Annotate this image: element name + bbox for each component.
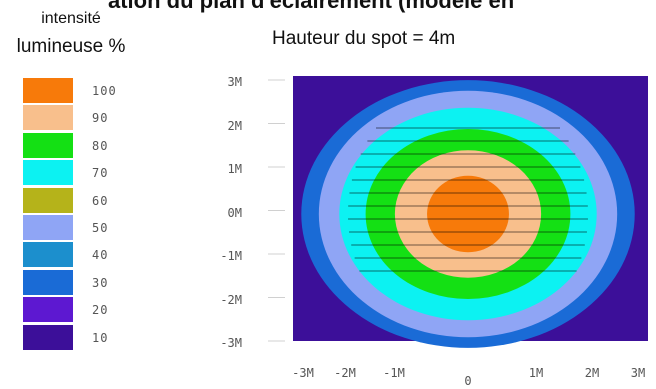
legend-value-60: 60 <box>92 193 109 208</box>
grid-lines <box>348 127 588 272</box>
legend-swatch-50 <box>23 215 73 240</box>
contour-level-100 <box>427 175 509 253</box>
legend-value-20: 20 <box>92 303 109 318</box>
legend-swatch-10 <box>23 324 73 350</box>
cropped-header-text: ation du plan d'éclairement (modèle en <box>108 0 515 13</box>
y-tick-label: -3M <box>220 336 242 350</box>
chart-title: Hauteur du spot = 4m <box>272 28 456 49</box>
legend-swatch-80 <box>23 132 73 158</box>
legend-value-70: 70 <box>92 166 109 181</box>
legend-swatch-60 <box>23 187 73 213</box>
x-tick-label: 0 <box>464 374 472 388</box>
legend-swatch-100 <box>23 78 73 103</box>
y-tick-label: -2M <box>220 292 242 307</box>
x-tick-label: -3M <box>292 366 314 380</box>
y-tick-label: 0M <box>227 205 242 220</box>
legend-title-line1: intensité <box>41 10 101 27</box>
x-tick-label: -2M <box>334 366 356 380</box>
x-tick-label: 2M <box>584 366 600 380</box>
legend-title-line2: lumineuse % <box>16 36 126 57</box>
legend-swatch-30 <box>23 269 73 295</box>
x-tick-label: 1M <box>528 366 544 380</box>
y-tick-label: -1M <box>220 249 242 263</box>
legend-value-40: 40 <box>92 248 109 263</box>
x-tick-label: 3M <box>630 366 646 380</box>
legend-swatch-90 <box>23 105 73 131</box>
legend-value-90: 90 <box>92 111 109 126</box>
y-tick-label: 1M <box>227 162 242 176</box>
legend-value-10: 10 <box>92 330 109 345</box>
legend-swatch-20 <box>23 297 73 323</box>
y-tick-label: 3M <box>227 75 242 89</box>
legend-swatch-70 <box>23 160 73 186</box>
y-tick-label: 2M <box>227 118 242 133</box>
x-tick-label: -1M <box>383 366 405 380</box>
legend-value-50: 50 <box>92 221 109 235</box>
legend-swatch-40 <box>23 242 73 268</box>
legend-value-30: 30 <box>92 275 109 290</box>
legend-value-80: 80 <box>92 138 109 153</box>
legend-value-100: 100 <box>92 84 117 98</box>
